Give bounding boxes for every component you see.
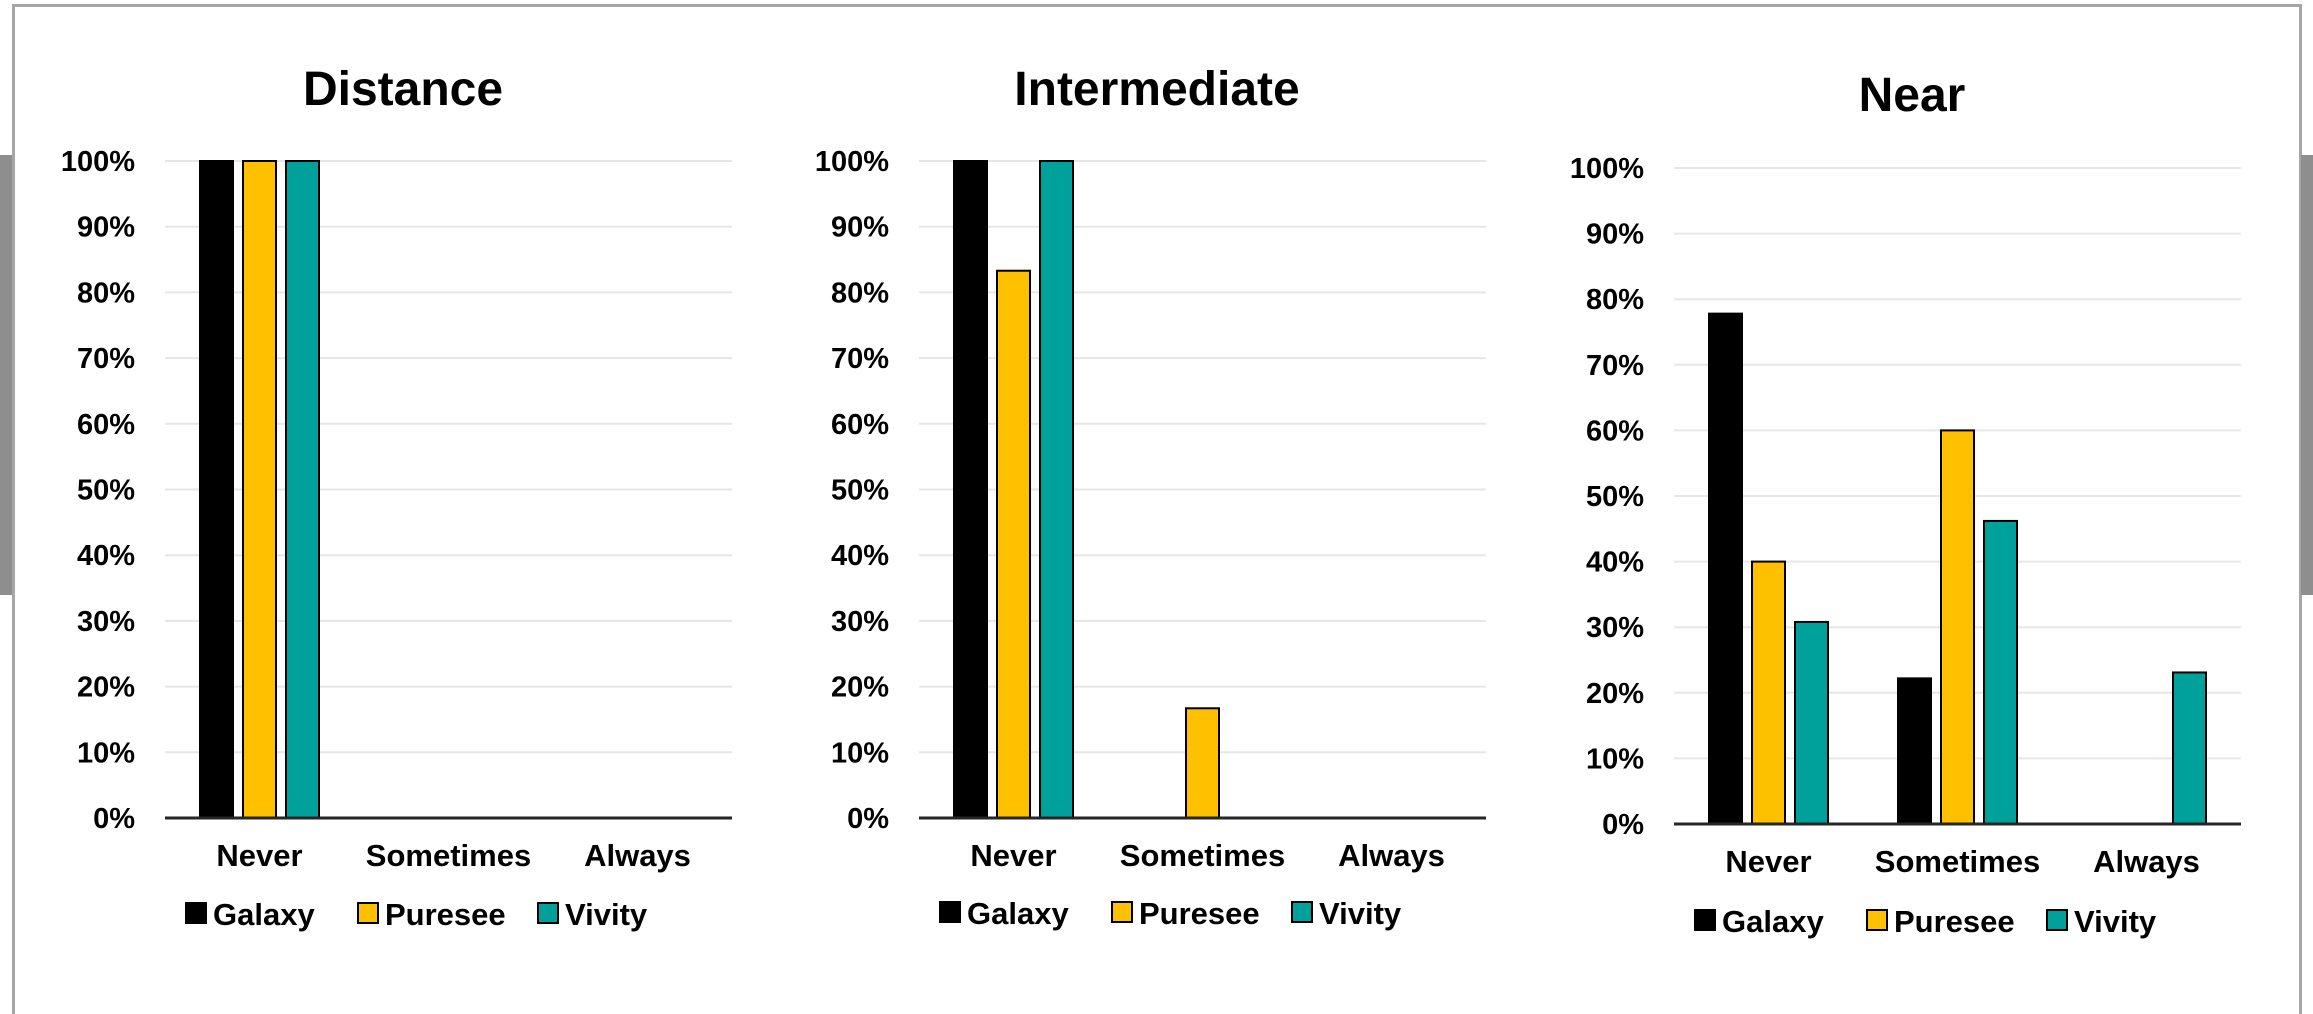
left-window-edge xyxy=(0,155,12,595)
bar-puresee-never xyxy=(996,269,1031,819)
chart-title: Distance xyxy=(303,63,503,116)
x-category-label: Sometimes xyxy=(1875,844,2040,879)
bar-vivity-always xyxy=(2172,671,2207,825)
x-category-label: Sometimes xyxy=(366,838,531,873)
y-tick-label: 60% xyxy=(1586,415,1644,447)
legend-swatch-galaxy xyxy=(1694,909,1716,931)
y-tick-label: 20% xyxy=(831,672,889,704)
y-tick-label: 90% xyxy=(1586,219,1644,251)
bar-vivity-never xyxy=(1039,160,1074,819)
x-category-label: Always xyxy=(2093,844,2200,879)
y-tick-label: 90% xyxy=(77,212,135,244)
y-tick-label: 30% xyxy=(1586,612,1644,644)
bar-puresee-sometimes xyxy=(1185,707,1220,820)
y-tick-label: 70% xyxy=(831,343,889,375)
chart-intermediate: Intermediate 0% 10% 20% 30% 40% 50% 60% 70% 80% 90… xyxy=(815,63,1486,931)
y-tick-label: 40% xyxy=(831,540,889,572)
y-tick-label: 50% xyxy=(1586,481,1644,513)
y-tick-label: 0% xyxy=(1602,809,1644,841)
y-tick-label: 40% xyxy=(1586,547,1644,579)
bar-galaxy-sometimes xyxy=(1897,677,1932,825)
legend-label-vivity: Vivity xyxy=(565,897,648,932)
y-tick-label: 40% xyxy=(77,540,135,572)
legend-swatch-puresee xyxy=(357,902,379,924)
legend-swatch-puresee xyxy=(1866,909,1888,931)
legend-swatch-vivity xyxy=(537,902,559,924)
legend-label-vivity: Vivity xyxy=(1319,896,1402,931)
x-category-label: Always xyxy=(584,838,691,873)
bar-vivity-never xyxy=(285,160,320,819)
bar-galaxy-never xyxy=(199,160,234,819)
legend-label-galaxy: Galaxy xyxy=(213,897,315,932)
chart-distance: Distance 0% 10% 20% 30% 40% 50% 60% 70% 80% 90% 100… xyxy=(61,63,732,932)
bar-galaxy-never xyxy=(1708,312,1743,825)
y-tick-label: 80% xyxy=(831,277,889,309)
y-tick-label: 10% xyxy=(831,737,889,769)
chart-title: Near xyxy=(1859,69,1966,122)
x-category-label: Sometimes xyxy=(1120,838,1285,873)
y-tick-label: 80% xyxy=(77,277,135,309)
y-tick-label: 10% xyxy=(77,737,135,769)
y-tick-label: 20% xyxy=(1586,678,1644,710)
x-category-label: Always xyxy=(1338,838,1445,873)
x-category-label: Never xyxy=(216,838,302,873)
right-window-edge xyxy=(2301,155,2313,595)
legend-swatch-galaxy xyxy=(185,902,207,924)
y-tick-label: 30% xyxy=(831,606,889,638)
legend-label-puresee: Puresee xyxy=(1894,904,2015,939)
legend-label-puresee: Puresee xyxy=(385,897,506,932)
y-tick-label: 60% xyxy=(831,409,889,441)
bar-vivity-never xyxy=(1794,620,1829,826)
y-tick-label: 60% xyxy=(77,409,135,441)
bar-galaxy-never xyxy=(953,160,988,819)
x-category-label: Never xyxy=(970,838,1056,873)
y-tick-label: 100% xyxy=(1570,153,1644,185)
y-tick-label: 20% xyxy=(77,672,135,704)
y-tick-label: 100% xyxy=(815,146,889,178)
chart-near: Near 0% 10% 20% 30% 40% 50% 60% 70% 80% 90% 100% Nev… xyxy=(1570,69,2241,939)
y-tick-label: 100% xyxy=(61,146,135,178)
y-tick-label: 70% xyxy=(77,343,135,375)
legend-swatch-vivity xyxy=(2046,909,2068,931)
bar-vivity-sometimes xyxy=(1983,519,2018,825)
y-tick-label: 70% xyxy=(1586,350,1644,382)
y-tick-label: 0% xyxy=(847,803,889,835)
y-tick-label: 80% xyxy=(1586,284,1644,316)
y-tick-label: 30% xyxy=(77,606,135,638)
y-tick-label: 50% xyxy=(77,475,135,507)
chart-title: Intermediate xyxy=(1014,63,1299,116)
y-tick-label: 0% xyxy=(93,803,135,835)
legend-swatch-galaxy xyxy=(939,901,961,923)
legend-label-puresee: Puresee xyxy=(1139,896,1260,931)
x-category-label: Never xyxy=(1725,844,1811,879)
bar-puresee-sometimes xyxy=(1940,429,1975,825)
bar-puresee-never xyxy=(242,160,277,819)
y-tick-label: 50% xyxy=(831,475,889,507)
bar-puresee-never xyxy=(1751,560,1786,825)
legend-label-galaxy: Galaxy xyxy=(967,896,1069,931)
y-tick-label: 10% xyxy=(1586,743,1644,775)
legend-swatch-puresee xyxy=(1111,901,1133,923)
y-tick-label: 90% xyxy=(831,212,889,244)
legend-label-galaxy: Galaxy xyxy=(1722,904,1824,939)
slide-frame xyxy=(12,4,2302,1014)
legend-label-vivity: Vivity xyxy=(2074,904,2157,939)
legend-swatch-vivity xyxy=(1291,901,1313,923)
